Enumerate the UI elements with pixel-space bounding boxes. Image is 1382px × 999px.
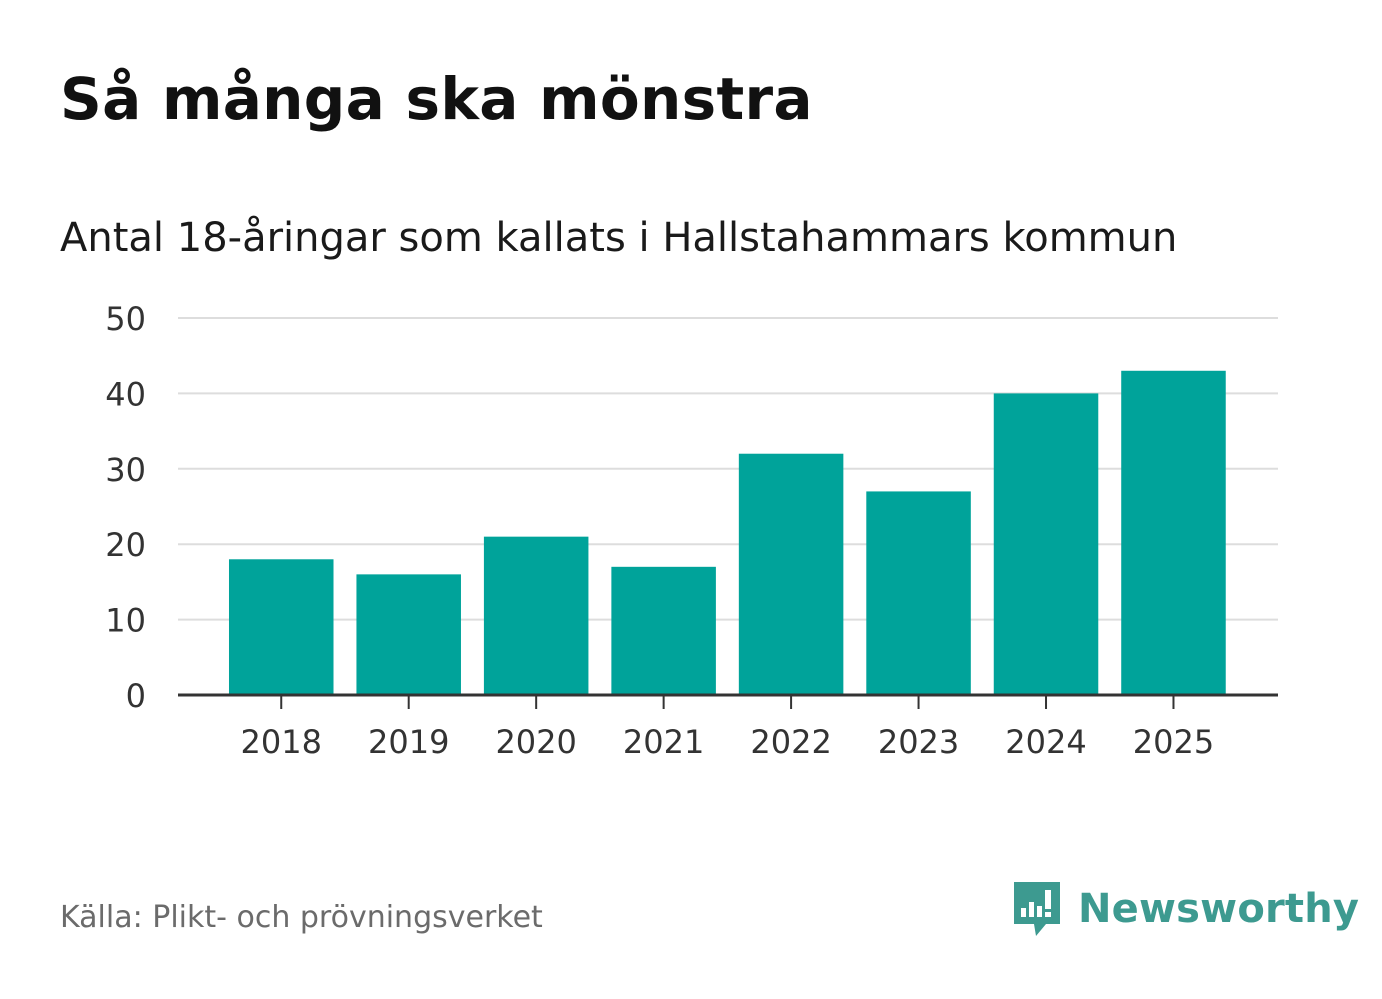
bar-2024	[993, 393, 1099, 695]
bar-2020	[483, 536, 589, 695]
chart-title: Så många ska mönstra	[60, 65, 813, 133]
bar-2019	[356, 574, 461, 695]
x-tick-label: 2019	[368, 723, 449, 761]
x-tick-label: 2021	[623, 723, 704, 761]
bar-2025	[1121, 370, 1226, 695]
chart-subtitle: Antal 18-åringar som kallats i Hallstaha…	[60, 215, 1178, 261]
bars	[228, 370, 1226, 695]
x-tick-label: 2020	[495, 723, 576, 761]
y-tick-label: 50	[105, 300, 146, 338]
bar-2018	[228, 559, 334, 695]
bar-2021	[611, 566, 716, 695]
y-tick-label: 10	[105, 602, 146, 640]
x-tick-label: 2024	[1005, 723, 1086, 761]
gridlines	[178, 317, 1278, 621]
source-note: Källa: Plikt- och prövningsverket	[60, 900, 543, 935]
y-tick-label: 30	[105, 451, 146, 489]
brand-name: Newsworthy	[1078, 886, 1360, 932]
bar-2023	[866, 491, 971, 695]
x-axis-ticks: 2018 2019 2020 2021 2022 2023 2024 2025	[241, 695, 1214, 761]
x-tick-label: 2022	[750, 723, 831, 761]
y-axis-ticks: 0 10 20 30 40 50	[105, 300, 146, 715]
y-tick-label: 40	[105, 375, 146, 413]
y-tick-label: 0	[126, 677, 146, 715]
newsworthy-logo-icon	[1014, 882, 1060, 936]
bar-2022	[738, 453, 844, 695]
brand: Newsworthy	[1010, 878, 1359, 940]
y-tick-label: 20	[105, 526, 146, 564]
x-tick-label: 2018	[241, 723, 322, 761]
x-tick-label: 2025	[1133, 723, 1214, 761]
x-tick-label: 2023	[878, 723, 959, 761]
